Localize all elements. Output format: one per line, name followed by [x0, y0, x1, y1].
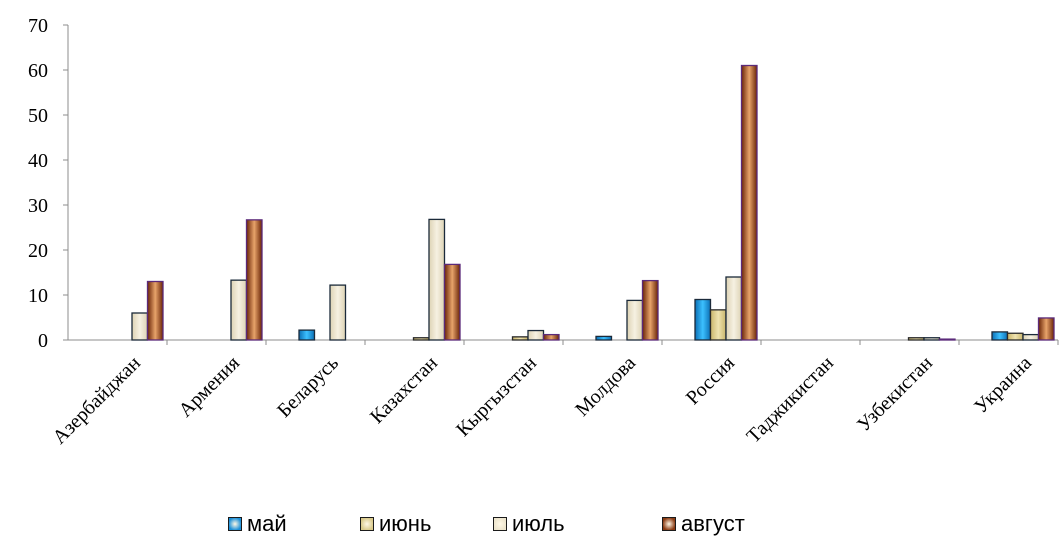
bar-august: [740, 64, 758, 341]
legend-swatch: [360, 517, 374, 531]
x-tick-label: Украина: [970, 352, 1036, 418]
bar-july: [527, 329, 545, 341]
bar-may: [595, 335, 613, 341]
bar-july: [131, 312, 149, 341]
bar-august: [542, 333, 560, 341]
bar-chart: 0 10 20 30 40 50 60 70 Азербайджан Армения Белару…: [28, 15, 1059, 449]
bar-july: [428, 218, 446, 341]
legend-swatch: [662, 517, 676, 531]
legend-item: май: [228, 512, 287, 536]
bar-july: [923, 337, 941, 341]
bars: [131, 64, 1055, 341]
bar-june: [412, 337, 430, 341]
x-tick-label: Беларусь: [273, 352, 343, 422]
y-tick-label: 60: [28, 60, 48, 82]
bar-may: [694, 298, 712, 341]
bar-june: [907, 337, 925, 341]
bar-july: [1022, 333, 1040, 341]
legend-label: июнь: [379, 511, 432, 536]
y-tick-label: 0: [38, 330, 48, 352]
x-tick-label: Армения: [175, 352, 244, 421]
y-tick-label: 40: [28, 150, 48, 172]
legend-item: июнь: [360, 512, 431, 536]
legend-item: август: [662, 512, 745, 536]
y-tick-label: 70: [28, 15, 48, 37]
y-tick-label: 10: [28, 285, 48, 307]
y-ticks: 0 10 20 30 40 50 60 70: [28, 15, 68, 352]
x-tick-label: Узбекистан: [853, 352, 937, 436]
bar-may: [298, 329, 316, 341]
x-tick-label: Молдова: [571, 352, 640, 421]
bar-august: [245, 219, 263, 341]
bar-june: [511, 336, 529, 341]
y-tick-label: 50: [28, 105, 48, 127]
bar-july: [725, 276, 743, 341]
bar-july: [230, 279, 248, 341]
legend-item: июль: [493, 512, 565, 536]
bar-august: [641, 279, 659, 341]
bar-july: [626, 299, 644, 341]
bar-august: [938, 338, 956, 341]
x-tick-label: Кыргызстан: [452, 352, 541, 441]
y-tick-label: 30: [28, 195, 48, 217]
bar-may: [991, 331, 1009, 341]
x-tick-label: Азербайджан: [48, 352, 145, 449]
x-tick-labels: Азербайджан Армения Беларусь Казахстан Кыргы…: [48, 340, 1059, 449]
legend: май июнь июль август: [0, 512, 1062, 542]
legend-label: июль: [512, 511, 565, 536]
legend-label: май: [247, 511, 287, 536]
x-tick-label: Россия: [682, 352, 739, 409]
axes: [67, 25, 1058, 341]
legend-label: август: [681, 511, 745, 536]
bar-june: [709, 309, 727, 341]
bar-august: [1037, 317, 1055, 341]
bar-august: [146, 280, 164, 341]
y-tick-label: 20: [28, 240, 48, 262]
legend-swatch: [228, 517, 242, 531]
bar-july: [329, 284, 347, 341]
bar-august: [443, 263, 461, 341]
bar-june: [1006, 332, 1024, 341]
x-tick-label: Таджикистан: [742, 352, 838, 448]
x-tick-label: Казахстан: [366, 352, 442, 428]
legend-swatch: [493, 517, 507, 531]
